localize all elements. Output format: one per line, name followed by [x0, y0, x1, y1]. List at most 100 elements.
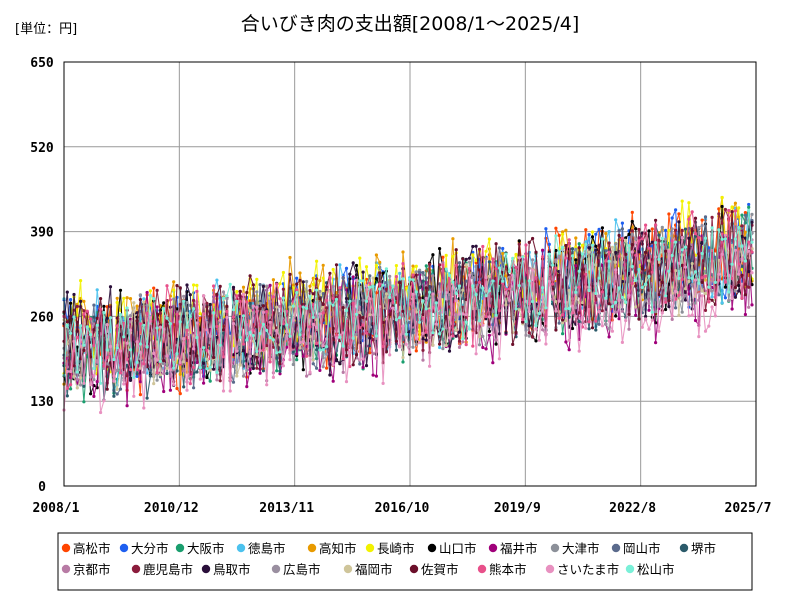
data-point [285, 329, 289, 333]
data-point [737, 289, 741, 293]
data-point [384, 267, 388, 271]
data-point [507, 269, 511, 273]
data-point [202, 361, 206, 365]
data-point [195, 370, 199, 374]
data-point [680, 236, 684, 240]
data-point [251, 334, 255, 338]
data-point [484, 317, 488, 321]
data-point [624, 318, 628, 323]
data-point [82, 381, 86, 385]
data-point [534, 250, 538, 254]
data-point [381, 283, 385, 287]
data-point [238, 289, 242, 293]
data-point [261, 369, 265, 373]
data-point [737, 206, 741, 210]
data-point [374, 374, 378, 378]
data-point [388, 313, 392, 317]
data-point [145, 371, 149, 375]
data-point [89, 383, 93, 387]
data-point [108, 316, 113, 320]
data-point [594, 248, 598, 252]
data-point [567, 348, 571, 352]
data-point [421, 358, 425, 362]
data-point [457, 261, 462, 265]
data-point [261, 284, 265, 289]
data-point [574, 247, 578, 251]
data-point [574, 290, 578, 294]
data-point [617, 274, 621, 278]
data-point [368, 351, 372, 355]
data-point [105, 387, 109, 391]
data-point [278, 350, 282, 354]
data-point [687, 279, 691, 283]
data-point [255, 277, 259, 281]
legend-label: 高松市 [73, 541, 111, 556]
data-point [610, 304, 615, 309]
y-tick-label: 130 [30, 395, 54, 410]
legend-item: 福井市 [488, 541, 538, 556]
data-point [215, 370, 219, 374]
data-point [205, 328, 209, 332]
data-point [338, 361, 342, 365]
data-point [687, 201, 691, 205]
data-point [600, 226, 605, 230]
data-point [79, 279, 83, 283]
legend-item: 佐賀市 [409, 562, 459, 577]
legend-item: 大津市 [550, 541, 600, 556]
data-point [551, 263, 555, 267]
data-point [248, 330, 252, 334]
data-point [750, 212, 754, 216]
data-point [467, 266, 472, 271]
data-point [75, 320, 79, 324]
data-point [102, 311, 106, 315]
data-point [361, 270, 365, 274]
data-point [570, 304, 575, 308]
legend-marker [307, 543, 317, 553]
legend-item: 広島市 [271, 562, 321, 577]
data-point [158, 373, 162, 377]
data-point [650, 310, 654, 314]
data-point [727, 290, 731, 294]
data-point [584, 228, 588, 232]
data-point [69, 314, 73, 319]
legend-marker [119, 543, 129, 553]
data-point [89, 355, 93, 359]
data-point [627, 293, 631, 297]
data-point [192, 298, 196, 303]
data-point [693, 232, 698, 236]
data-point [434, 301, 438, 305]
data-point [265, 310, 269, 314]
data-point [178, 372, 182, 376]
data-point [674, 228, 678, 232]
data-point [457, 284, 462, 288]
data-point [504, 274, 508, 278]
data-point [504, 303, 508, 307]
data-point [295, 358, 299, 362]
legend-item: さいたま市 [545, 562, 619, 577]
data-point [438, 332, 442, 336]
data-point [311, 292, 315, 296]
data-point [587, 246, 591, 250]
data-point [371, 338, 375, 342]
data-point [258, 323, 262, 327]
data-point [212, 367, 216, 371]
data-point [331, 267, 335, 272]
data-point [424, 264, 428, 268]
data-point [471, 284, 475, 288]
legend-item: 大阪市 [175, 541, 225, 556]
data-point [544, 342, 548, 346]
data-point [444, 315, 448, 319]
data-point [394, 348, 398, 352]
data-point [600, 290, 605, 294]
data-point [587, 233, 591, 237]
data-point [155, 288, 159, 292]
data-point [517, 239, 521, 243]
data-point [108, 344, 113, 349]
data-point [358, 310, 362, 315]
data-point [414, 342, 418, 346]
data-point [281, 364, 285, 368]
data-point [361, 315, 365, 320]
data-point [521, 317, 525, 322]
data-point [341, 357, 345, 361]
data-point [421, 279, 425, 283]
